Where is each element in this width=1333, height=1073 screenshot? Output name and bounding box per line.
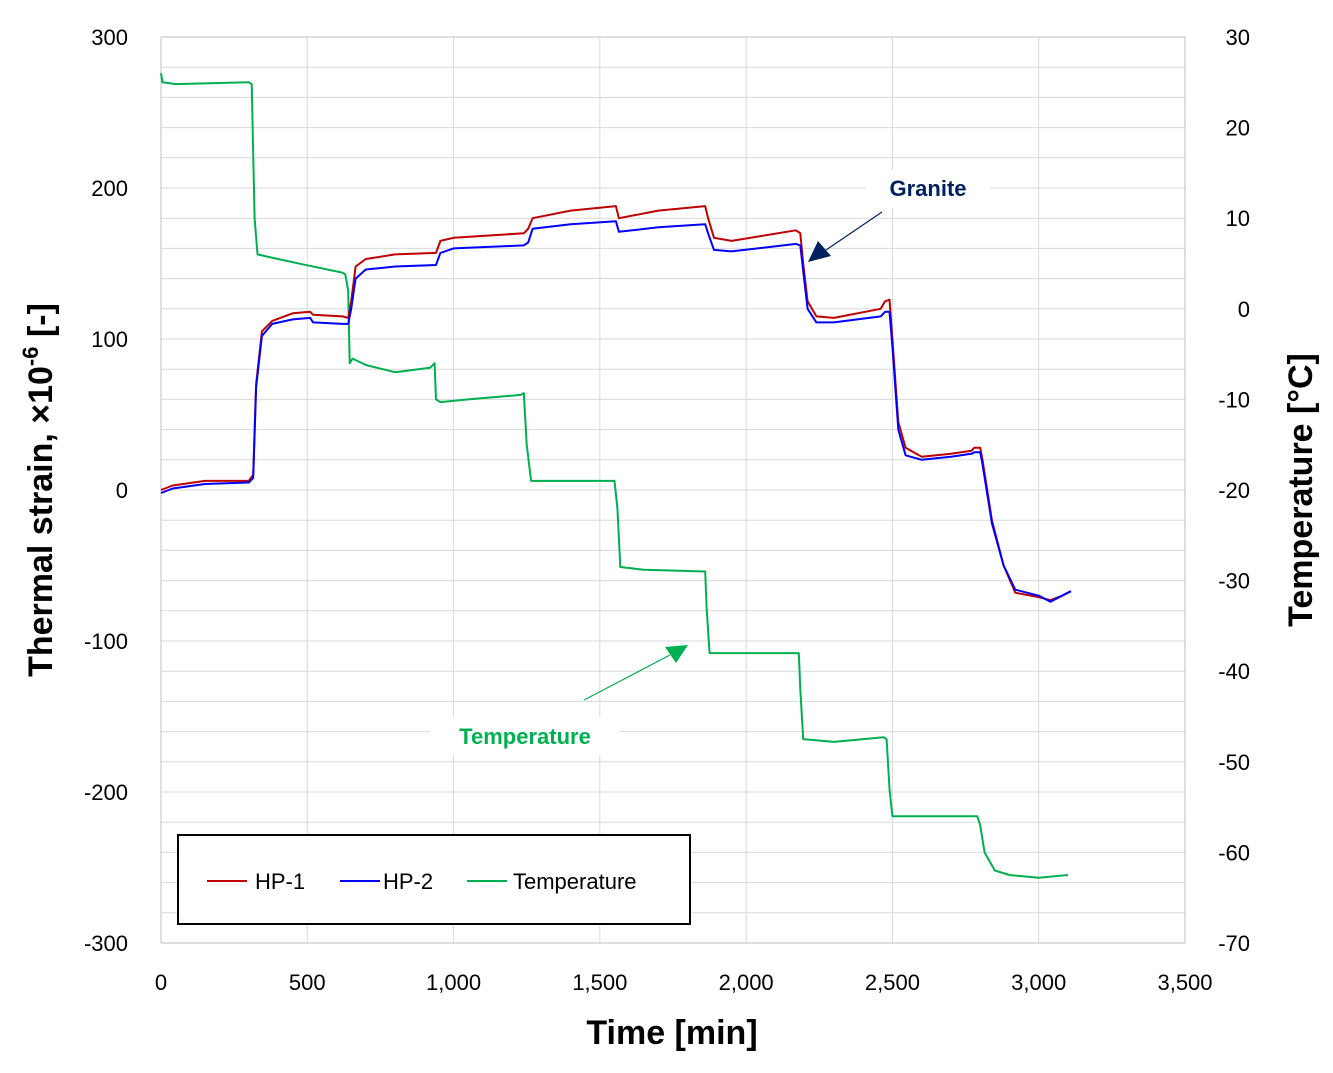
- y2-tick-label: -10: [1218, 387, 1250, 412]
- legend-box: [177, 834, 691, 925]
- y-tick-label: 100: [91, 327, 128, 352]
- y2-tick-label: 20: [1226, 116, 1250, 141]
- legend-label-hp1: HP-1: [255, 869, 305, 894]
- y-axis-title: Thermal strain, ×10-6 [-]: [18, 303, 60, 677]
- y2-tick-label: -70: [1218, 931, 1250, 956]
- series-lines: [160, 73, 1072, 879]
- legend: HP-1 HP-2 Temperature: [177, 834, 691, 925]
- x-tick-label: 2,500: [865, 970, 920, 995]
- y-tick-label: 300: [91, 25, 128, 50]
- series-line-temperature: [160, 73, 1069, 879]
- series-line-hp-2: [160, 220, 1072, 603]
- x-tick-label: 3,500: [1157, 970, 1212, 995]
- series-line-hp-1: [160, 205, 1072, 602]
- x-tick-label: 1,500: [572, 970, 627, 995]
- x-tick-label: 3,000: [1011, 970, 1066, 995]
- temperature-arrow-line: [583, 654, 671, 701]
- y2-tick-label: 0: [1238, 297, 1250, 322]
- x-tick-label: 0: [155, 970, 167, 995]
- legend-label-hp2: HP-2: [383, 869, 433, 894]
- temperature-annotation: Temperature: [459, 724, 591, 749]
- temperature-label-bg: [430, 717, 620, 755]
- y-tick-label: -300: [84, 931, 128, 956]
- bottom-axis-ticks: 0 500 1,000 1,500 2,000 2,500 3,000 3,500: [155, 970, 1213, 995]
- x-axis-title: Time [min]: [586, 1014, 757, 1052]
- y-tick-label: 200: [91, 176, 128, 201]
- y2-tick-label: -40: [1218, 659, 1250, 684]
- y2-tick-label: -20: [1218, 478, 1250, 503]
- legend-label-temperature: Temperature: [513, 869, 637, 894]
- x-tick-label: 1,000: [426, 970, 481, 995]
- y2-tick-label: 30: [1226, 25, 1250, 50]
- x-tick-label: 2,000: [719, 970, 774, 995]
- granite-label-bg: [866, 170, 990, 208]
- granite-annotation: Granite: [889, 176, 966, 201]
- y2-tick-label: -60: [1218, 840, 1250, 865]
- y2-axis-title: Temperature [°C]: [1282, 353, 1320, 627]
- temperature-arrow-head: [665, 645, 688, 663]
- y2-tick-label: -50: [1218, 750, 1250, 775]
- y2-tick-label: 10: [1226, 206, 1250, 231]
- grid-lines: [161, 37, 1185, 943]
- left-axis-ticks: 300 200 100 0 -100 -200 -300: [84, 25, 128, 956]
- x-tick-label: 500: [289, 970, 326, 995]
- granite-arrow-line: [825, 211, 883, 251]
- y2-tick-label: -30: [1218, 569, 1250, 594]
- right-axis-ticks: 30 20 10 0 -10 -20 -30 -40 -50 -60 -70: [1218, 25, 1250, 956]
- y-tick-label: -200: [84, 780, 128, 805]
- granite-arrow-head: [808, 241, 831, 262]
- y-tick-label: -100: [84, 629, 128, 654]
- y-tick-label: 0: [116, 478, 128, 503]
